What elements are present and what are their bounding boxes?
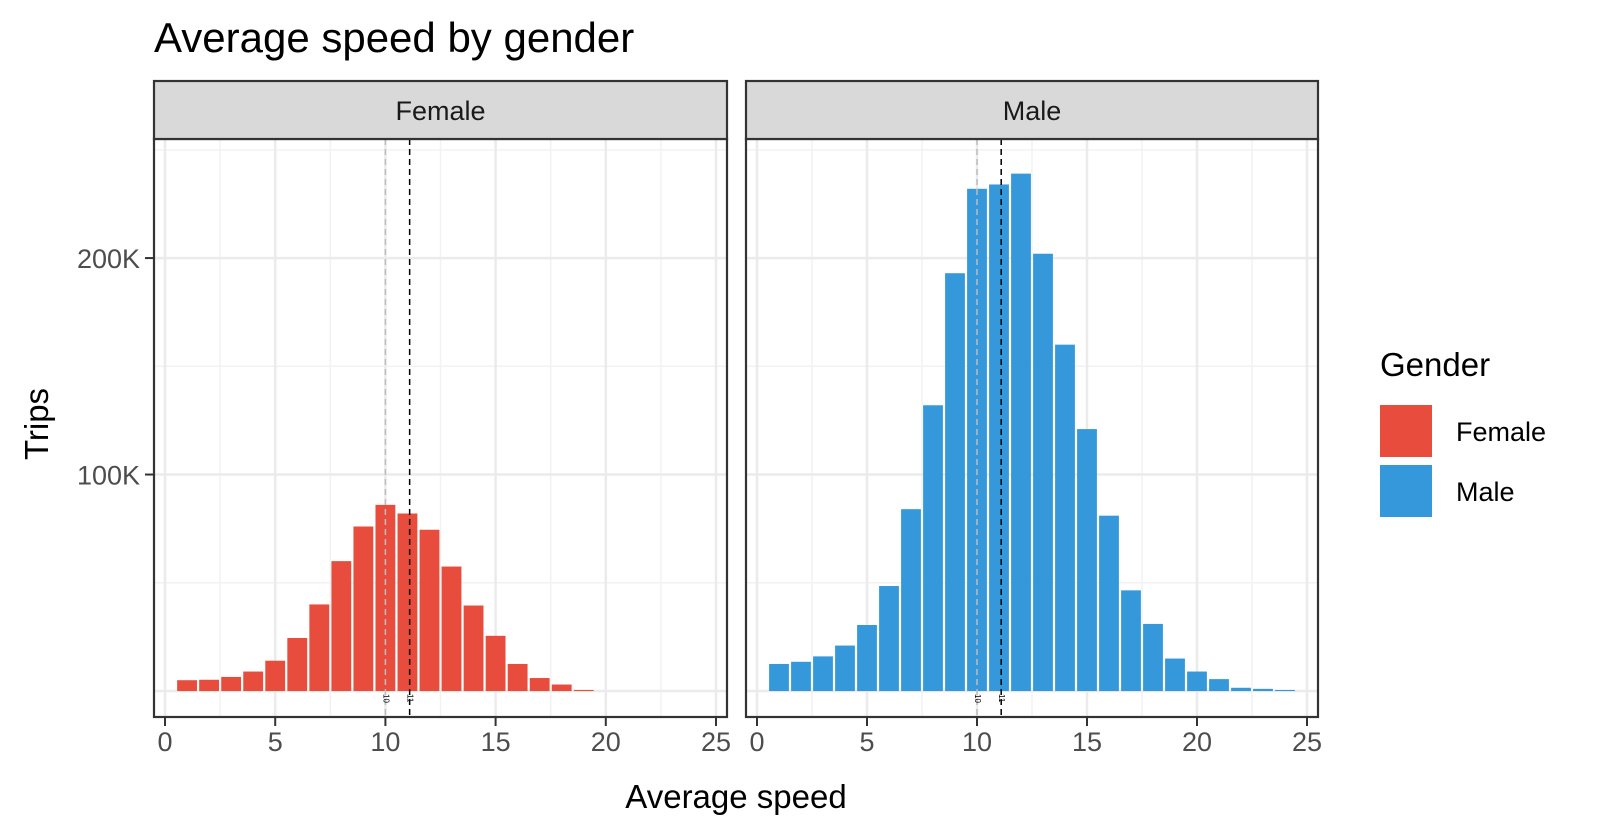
x-tick-label: 10 bbox=[370, 727, 400, 757]
bar bbox=[397, 513, 418, 692]
y-tick-label: 200K bbox=[77, 244, 140, 274]
bar bbox=[1121, 590, 1141, 692]
bar bbox=[375, 504, 396, 692]
bar bbox=[507, 663, 528, 692]
x-tick-label: 5 bbox=[268, 727, 283, 757]
bar bbox=[769, 663, 789, 692]
bar bbox=[177, 680, 197, 692]
bar bbox=[835, 645, 855, 692]
bar bbox=[1011, 173, 1031, 692]
bar bbox=[353, 526, 374, 692]
x-tick-label: 20 bbox=[1182, 727, 1212, 757]
strip-label: Male bbox=[1003, 96, 1062, 126]
bar bbox=[923, 405, 943, 692]
bar bbox=[441, 566, 462, 692]
bar bbox=[287, 637, 308, 692]
bar bbox=[573, 689, 594, 692]
x-tick-label: 25 bbox=[701, 727, 731, 757]
reference-line-label: 11 bbox=[406, 694, 415, 703]
y-axis-title: Trips bbox=[18, 388, 55, 460]
y-tick-label: 100K bbox=[77, 461, 140, 491]
bar bbox=[331, 561, 352, 692]
bar bbox=[1077, 429, 1097, 692]
bar bbox=[419, 529, 440, 692]
bar bbox=[1253, 688, 1273, 692]
bar bbox=[791, 661, 811, 692]
bar bbox=[529, 678, 550, 692]
x-tick-label: 5 bbox=[859, 727, 874, 757]
x-tick-label: 25 bbox=[1292, 727, 1322, 757]
legend-title: Gender bbox=[1380, 346, 1490, 383]
reference-line-label: 10 bbox=[381, 694, 390, 703]
bar bbox=[265, 660, 286, 692]
bar bbox=[989, 184, 1009, 692]
x-tick-label: 15 bbox=[481, 727, 511, 757]
x-tick-label: 15 bbox=[1072, 727, 1102, 757]
reference-line-label: 11 bbox=[997, 694, 1006, 703]
strip-background bbox=[152, 79, 729, 141]
legend-key-male bbox=[1380, 465, 1432, 517]
strip-background bbox=[744, 79, 1320, 141]
chart-title: Average speed by gender bbox=[154, 14, 634, 61]
panel-male: 10 11 Male 0 5 10 15 20 25 bbox=[744, 79, 1322, 757]
bar bbox=[813, 656, 833, 692]
bar bbox=[1033, 253, 1053, 692]
x-tick-label: 10 bbox=[962, 727, 992, 757]
legend-key-female bbox=[1380, 405, 1432, 457]
bar bbox=[1209, 679, 1229, 692]
reference-line-label: 10 bbox=[973, 694, 982, 703]
bar bbox=[1275, 689, 1295, 692]
bar bbox=[857, 624, 877, 692]
legend-label-female: Female bbox=[1456, 417, 1546, 447]
bar bbox=[1231, 687, 1251, 692]
bar bbox=[485, 635, 506, 692]
bar bbox=[879, 586, 899, 692]
bar bbox=[243, 671, 264, 692]
legend: Gender Female Male bbox=[1380, 346, 1546, 517]
bar bbox=[221, 676, 242, 692]
bar bbox=[309, 604, 330, 692]
x-axis-title: Average speed bbox=[625, 778, 846, 815]
bar bbox=[463, 605, 484, 692]
bar bbox=[1055, 344, 1075, 692]
x-tick-label: 20 bbox=[591, 727, 621, 757]
bar bbox=[199, 679, 220, 692]
x-tick-label: 0 bbox=[749, 727, 764, 757]
bar bbox=[945, 273, 965, 692]
legend-label-male: Male bbox=[1456, 477, 1515, 507]
bar bbox=[1165, 658, 1185, 692]
bar bbox=[1099, 515, 1119, 692]
bar bbox=[1143, 623, 1163, 692]
panel-female: 10 11 Female 0 5 10 15 20 25 100K 200K bbox=[77, 79, 731, 757]
bar bbox=[551, 684, 572, 692]
bar bbox=[901, 509, 921, 692]
x-tick-label: 0 bbox=[158, 727, 173, 757]
strip-label: Female bbox=[395, 96, 485, 126]
bar bbox=[1187, 671, 1207, 692]
